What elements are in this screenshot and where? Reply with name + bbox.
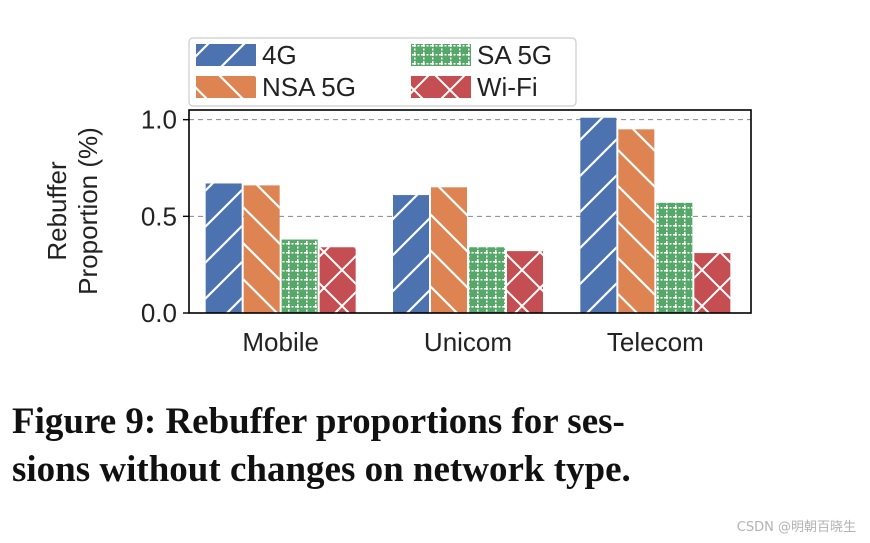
y-tick-label: 0.5 bbox=[141, 201, 177, 231]
legend-label: 4G bbox=[262, 40, 297, 70]
caption-line-1: Figure 9: Rebuffer proportions for ses- bbox=[12, 401, 625, 442]
bar-hatch bbox=[580, 117, 617, 313]
y-axis-label-line: Proportion (%) bbox=[73, 127, 103, 295]
bar-hatch bbox=[656, 202, 693, 313]
x-tick-label-telecom: Telecom bbox=[607, 327, 704, 357]
bar-hatch bbox=[393, 195, 429, 313]
legend-swatch-hatch bbox=[196, 76, 256, 98]
legend-box bbox=[188, 37, 577, 107]
legend-label: Wi-Fi bbox=[477, 72, 538, 102]
bar-hatch bbox=[694, 253, 731, 313]
y-axis-label-line: Rebuffer bbox=[42, 161, 72, 261]
bar-hatch bbox=[469, 247, 505, 313]
bars bbox=[205, 117, 731, 313]
legend-swatch-hatch bbox=[411, 76, 471, 98]
bar-hatch bbox=[507, 251, 543, 313]
y-axis: 0.0 0.5 1.0 bbox=[141, 105, 189, 328]
plot-frame bbox=[188, 109, 752, 314]
bar-hatch bbox=[243, 185, 280, 313]
x-tick-label-mobile: Mobile bbox=[242, 327, 319, 357]
bar-hatch bbox=[281, 239, 318, 313]
x-tick-label-unicom: Unicom bbox=[424, 327, 512, 357]
y-tick-label: 0.0 bbox=[141, 298, 177, 328]
legend-label: SA 5G bbox=[477, 40, 552, 70]
legend-swatch-hatch bbox=[196, 44, 256, 66]
figure-caption: Figure 9: Rebuffer proportions for ses- … bbox=[12, 398, 812, 494]
bar-hatch bbox=[319, 247, 356, 313]
y-tick-label: 1.0 bbox=[141, 105, 177, 135]
caption-line-2: sions without changes on network type. bbox=[12, 449, 631, 490]
bar-hatch bbox=[618, 129, 655, 313]
legend-swatch-hatch bbox=[411, 44, 471, 66]
x-axis: Mobile Unicom Telecom bbox=[242, 327, 703, 357]
bar-hatch bbox=[431, 187, 467, 313]
legend-label: NSA 5G bbox=[262, 72, 356, 102]
watermark: CSDN @明朝百晓生 bbox=[736, 520, 856, 535]
bar-hatch bbox=[205, 183, 242, 313]
y-axis-label: Rebuffer Proportion (%) bbox=[42, 127, 103, 295]
